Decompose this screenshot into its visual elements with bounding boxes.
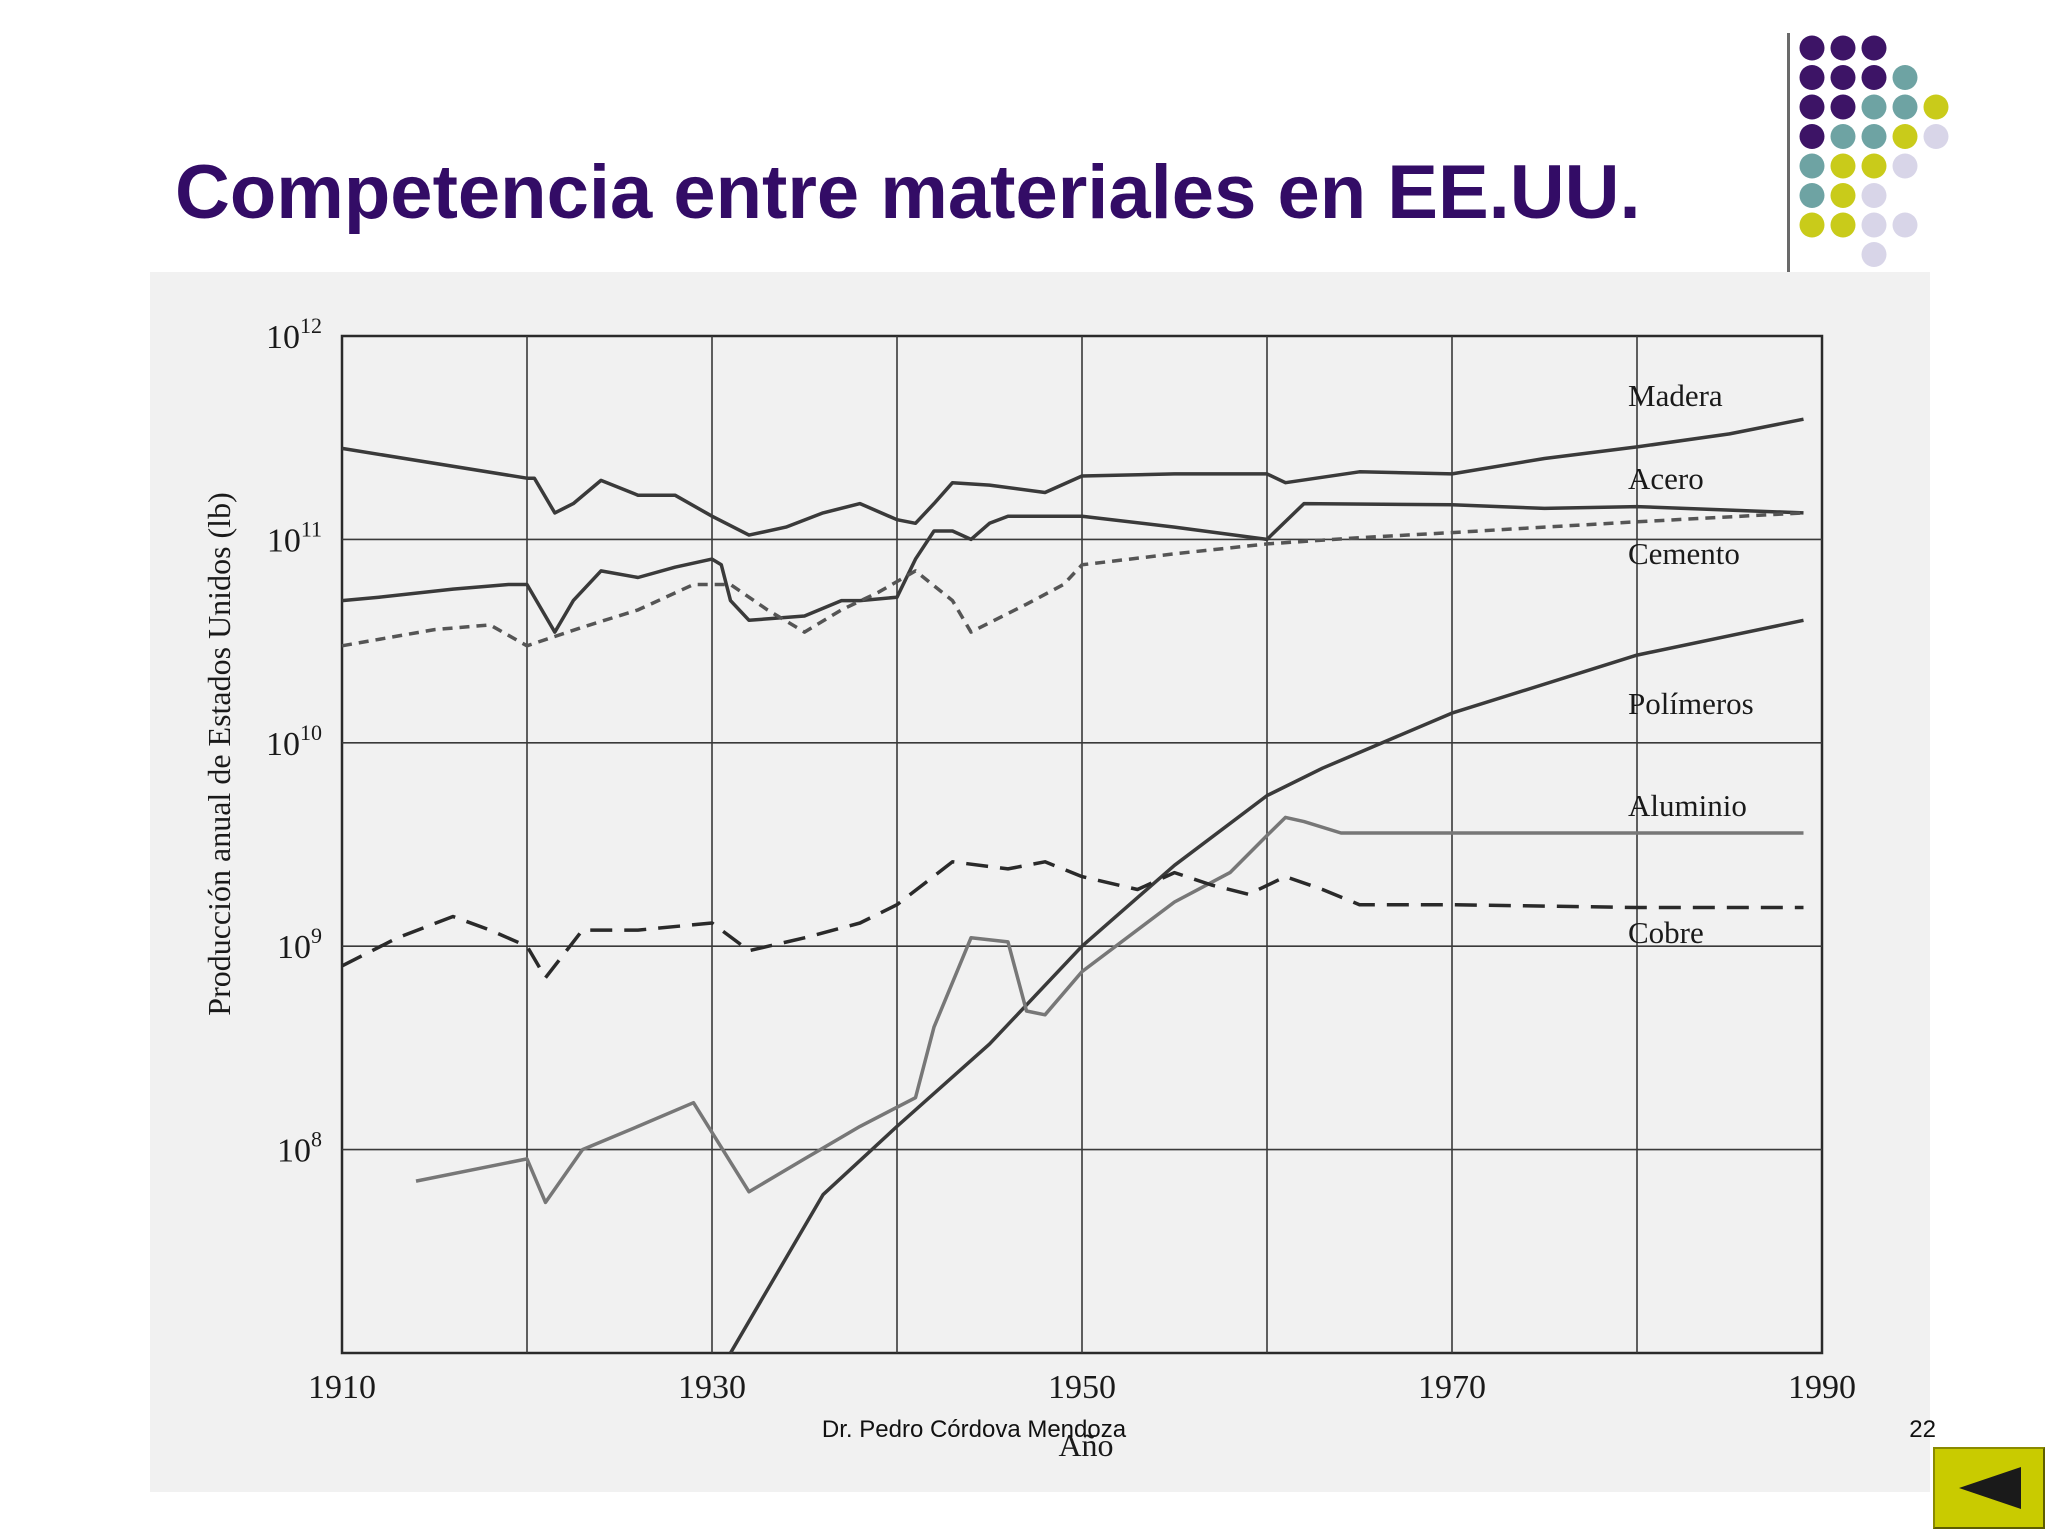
decor-dot	[1861, 65, 1887, 90]
decor-dot	[1861, 183, 1887, 208]
footer-author: Dr. Pedro Córdova Mendoza	[821, 1416, 1127, 1443]
decor-dot	[1830, 94, 1856, 120]
chart-panel	[150, 272, 1930, 1492]
y-tick-label: 109	[277, 923, 322, 966]
x-axis-label: Año	[1058, 1427, 1113, 1463]
series-line-cemento	[341, 511, 1804, 648]
series-label-madera: Madera	[1628, 378, 1723, 413]
decor-dot	[1830, 35, 1856, 61]
decor-dot	[1830, 124, 1856, 149]
series-label-cobre: Cobre	[1628, 915, 1704, 950]
decor-dot	[1892, 153, 1918, 179]
series-label-aluminio: Aluminio	[1628, 788, 1747, 823]
x-tick-label: 1910	[308, 1369, 376, 1406]
x-tick-label: 1990	[1788, 1369, 1856, 1406]
chart-grid	[340, 334, 1824, 1355]
series-line-cobre	[341, 860, 1804, 980]
back-button[interactable]	[1933, 1447, 2045, 1529]
series-line-polímeros	[728, 618, 1804, 1354]
decor-dot	[1892, 124, 1918, 149]
decor-dot	[1799, 124, 1825, 149]
x-tick-label: 1970	[1418, 1369, 1486, 1406]
x-tick-label: 1930	[678, 1369, 746, 1406]
y-tick-label: 1010	[266, 720, 322, 763]
series-line-acero	[341, 501, 1804, 634]
y-tick-label: 1011	[267, 516, 322, 559]
title-divider	[1787, 33, 1790, 275]
series-label-cemento: Cemento	[1628, 536, 1740, 571]
series-line-aluminio	[415, 815, 1804, 1205]
decor-dot	[1799, 94, 1825, 120]
series-label-polímeros: Polímeros	[1628, 686, 1754, 721]
chart-labels: 1910 1930 1950 1970 1990 108 109 1010 1011 1012 Ma…	[266, 313, 1856, 1406]
decor-dot	[1799, 35, 1825, 61]
decor-dot	[1861, 242, 1887, 267]
series-label-acero: Acero	[1628, 461, 1704, 496]
chart-series	[341, 417, 1804, 1354]
decor-dot	[1799, 212, 1825, 238]
decor-dot	[1799, 153, 1825, 179]
decor-dot	[1861, 35, 1887, 61]
decor-dot	[1892, 65, 1918, 90]
decor-dot	[1799, 183, 1825, 208]
decor-dot	[1861, 153, 1887, 179]
x-tick-label: 1950	[1048, 1369, 1116, 1406]
decor-dot	[1861, 212, 1887, 238]
decor-dot	[1923, 124, 1949, 149]
decor-dot	[1799, 65, 1825, 90]
decor-dot	[1892, 94, 1918, 120]
decor-dot	[1923, 94, 1949, 120]
back-triangle-icon	[1959, 1467, 2021, 1509]
page-number: 22	[1909, 1416, 1936, 1443]
decor-dot	[1892, 212, 1918, 238]
decor-dot	[1861, 124, 1887, 149]
decor-dot	[1830, 183, 1856, 208]
decorative-dot-grid	[1799, 35, 1949, 267]
series-line-madera	[341, 417, 1804, 537]
decor-dot	[1861, 94, 1887, 120]
y-tick-label: 108	[277, 1127, 322, 1170]
y-tick-label: 1012	[266, 313, 322, 356]
y-axis-label: Producción anual de Estados Unidos (lb)	[201, 492, 237, 1015]
decor-dot	[1830, 153, 1856, 179]
slide-title: Competencia entre materiales en EE.UU.	[175, 150, 1641, 235]
decor-dot	[1830, 212, 1856, 238]
decor-dot	[1830, 65, 1856, 90]
